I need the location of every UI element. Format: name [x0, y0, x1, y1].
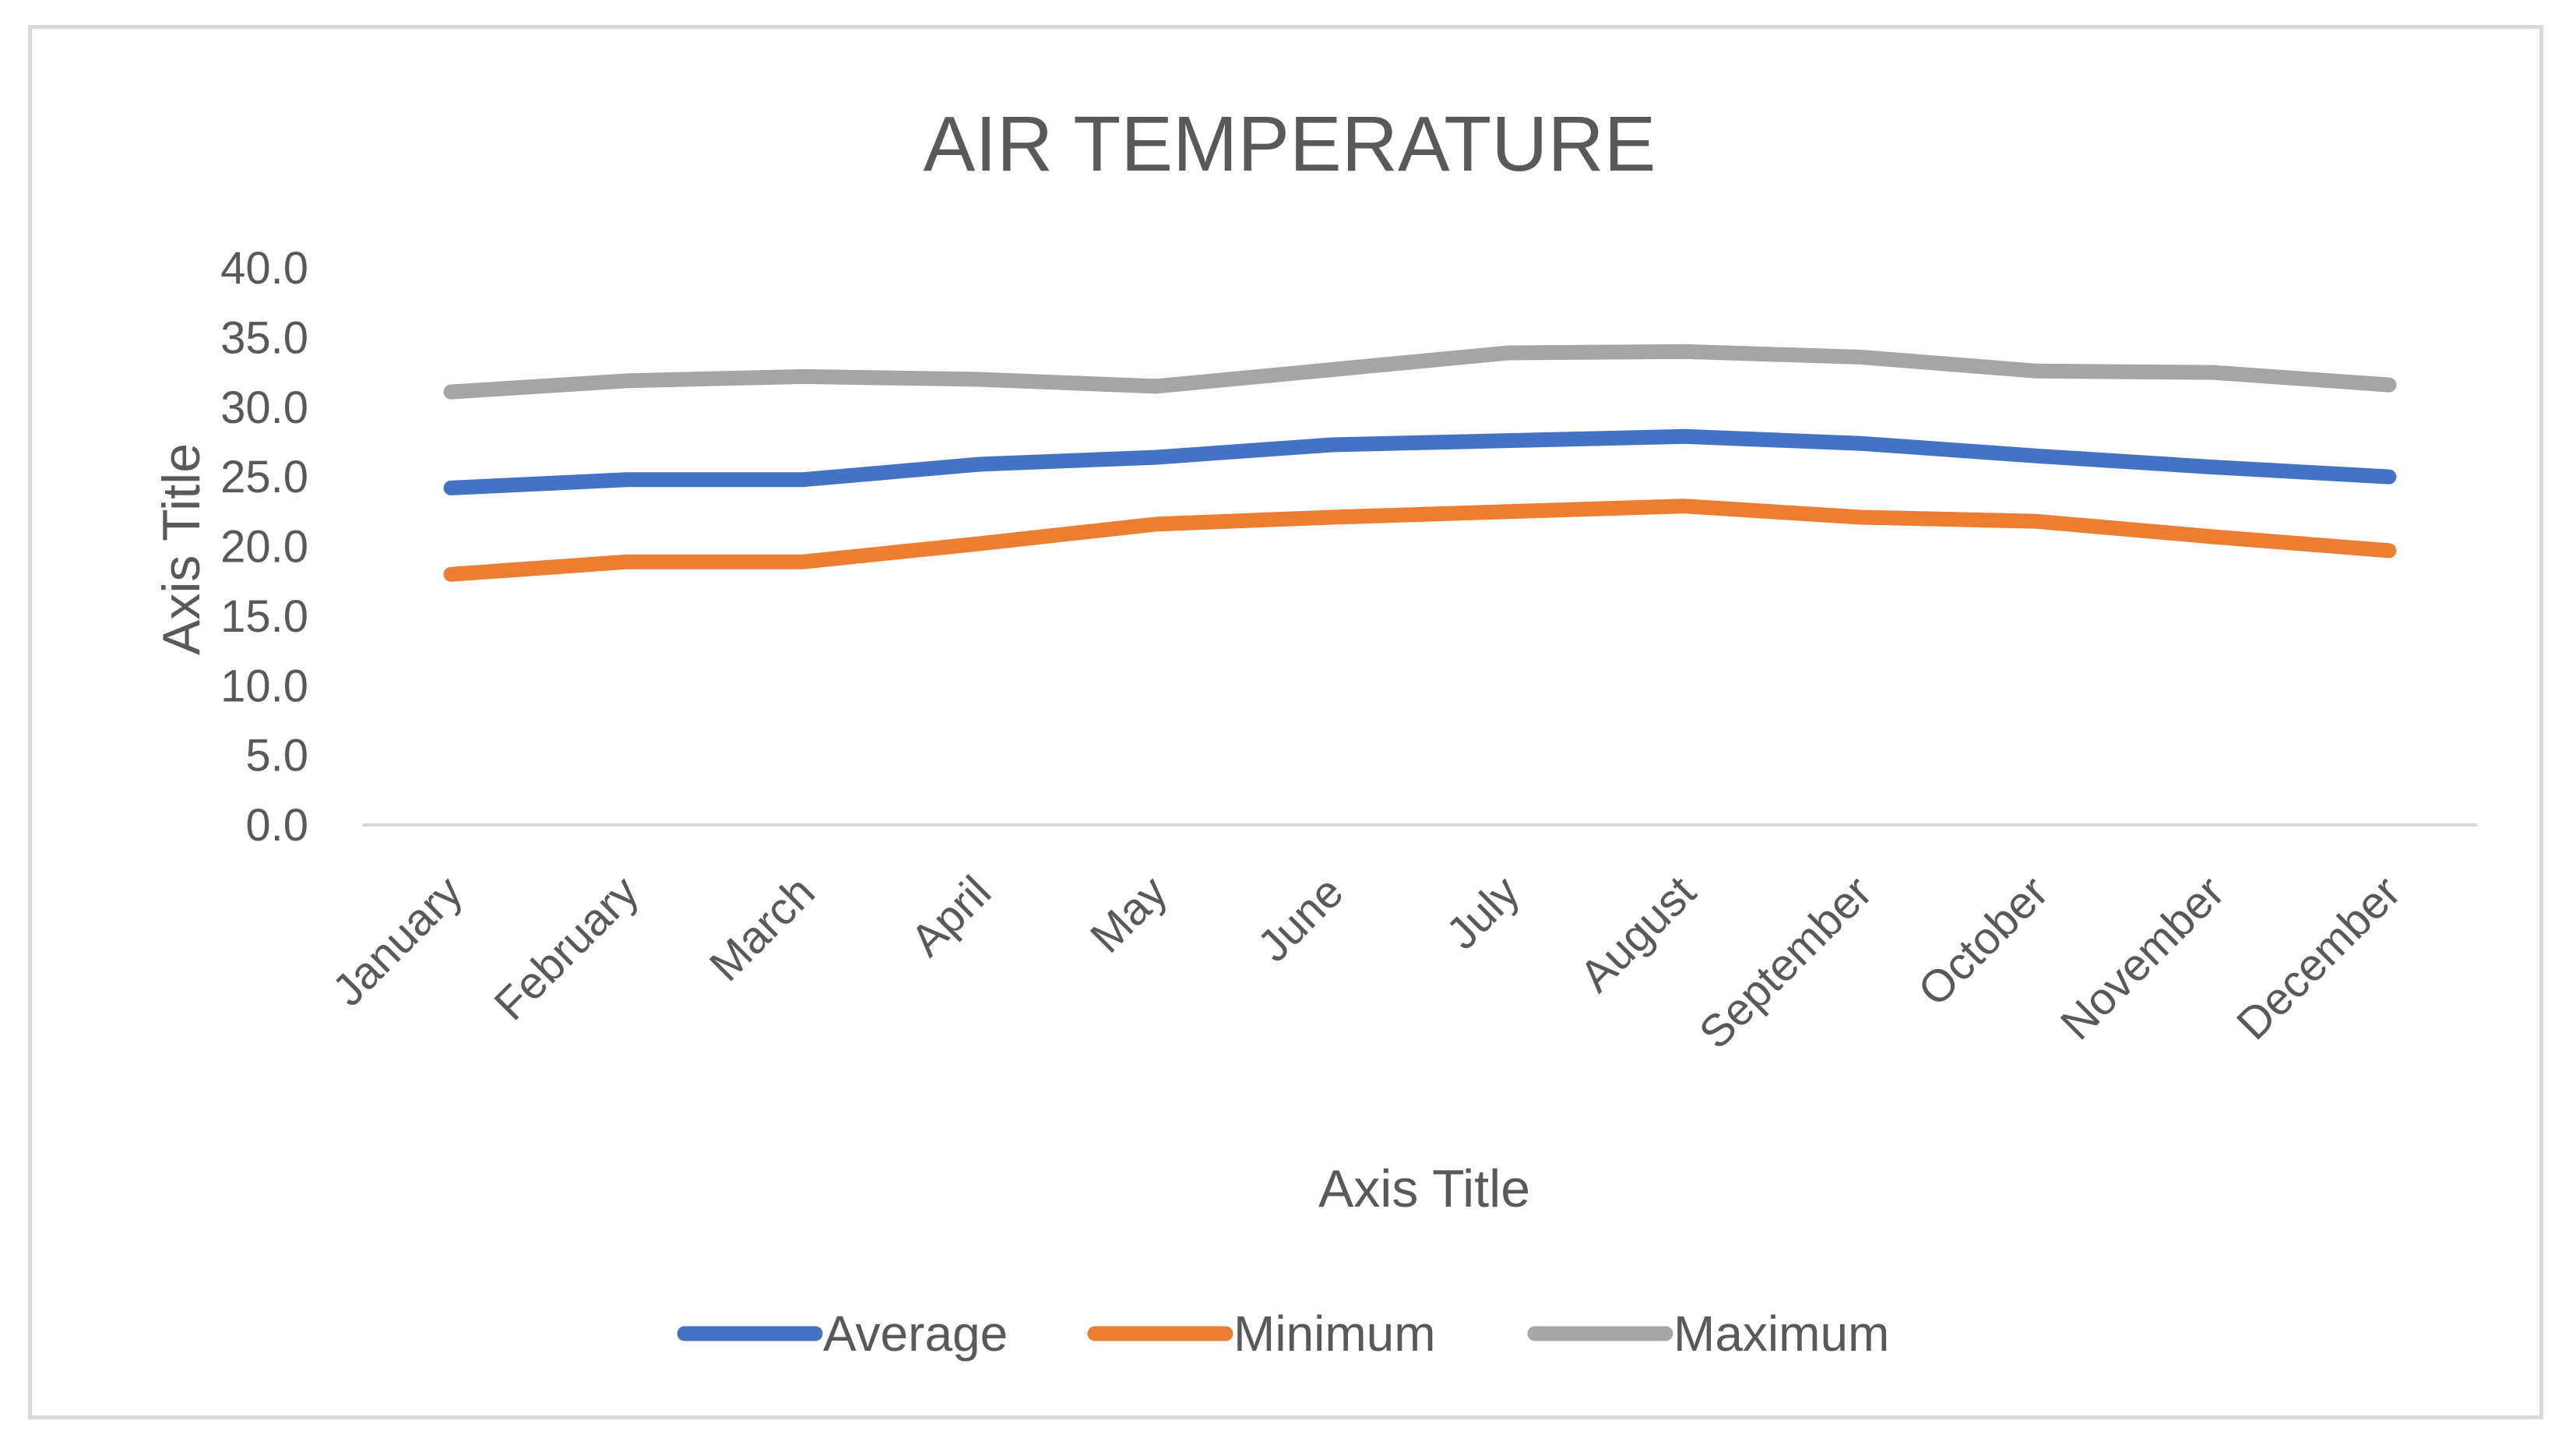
x-tick-label: February — [484, 866, 648, 1030]
y-tick-label: 30.0 — [220, 382, 308, 433]
legend-label-minimum: Minimum — [1233, 1306, 1436, 1362]
x-tick-label: May — [1081, 866, 1177, 962]
series-line-minimum — [443, 499, 2397, 582]
x-tick-label: December — [2227, 866, 2410, 1049]
y-tick-label: 15.0 — [220, 591, 308, 642]
y-tick-label: 35.0 — [220, 312, 308, 363]
legend-label-maximum: Maximum — [1673, 1306, 1889, 1362]
x-tick-label: November — [2051, 866, 2234, 1049]
x-axis-title: Axis Title — [1318, 1159, 1530, 1218]
y-axis-title: Axis Title — [152, 443, 211, 655]
y-tick-label: 25.0 — [220, 452, 308, 502]
y-tick-label: 20.0 — [220, 522, 308, 573]
x-tick-label: January — [322, 866, 472, 1016]
y-tick-label: 0.0 — [245, 800, 308, 851]
series-lines — [443, 344, 2397, 582]
x-tick-label: August — [1570, 866, 1705, 1002]
y-axis-ticks: 0.0 5.0 10.0 15.0 20.0 25.0 30.0 35.0 40.0 — [220, 243, 308, 851]
x-tick-label: June — [1248, 866, 1353, 971]
y-tick-label: 40.0 — [220, 243, 308, 294]
chart-svg: AIR TEMPERATURE 0.0 5.0 10.0 15.0 20.0 25.0 30… — [152, 100, 2477, 1362]
x-tick-label: October — [1909, 866, 2058, 1016]
legend: Average Minimum Maximum — [677, 1306, 1889, 1362]
x-tick-label: April — [901, 866, 1001, 966]
y-tick-label: 10.0 — [220, 661, 308, 711]
x-axis-ticks: January February March April May June July Augu… — [322, 866, 2410, 1059]
x-tick-label: March — [700, 866, 825, 991]
chart-area: AIR TEMPERATURE 0.0 5.0 10.0 15.0 20.0 25.0 30… — [28, 25, 2543, 1419]
x-tick-label: July — [1437, 866, 1529, 959]
legend-label-average: Average — [823, 1306, 1008, 1362]
series-line-maximum — [443, 344, 2397, 400]
series-line-average — [443, 428, 2397, 495]
x-tick-label: September — [1690, 866, 1882, 1059]
y-tick-label: 5.0 — [245, 731, 308, 781]
chart-title: AIR TEMPERATURE — [924, 100, 1656, 188]
